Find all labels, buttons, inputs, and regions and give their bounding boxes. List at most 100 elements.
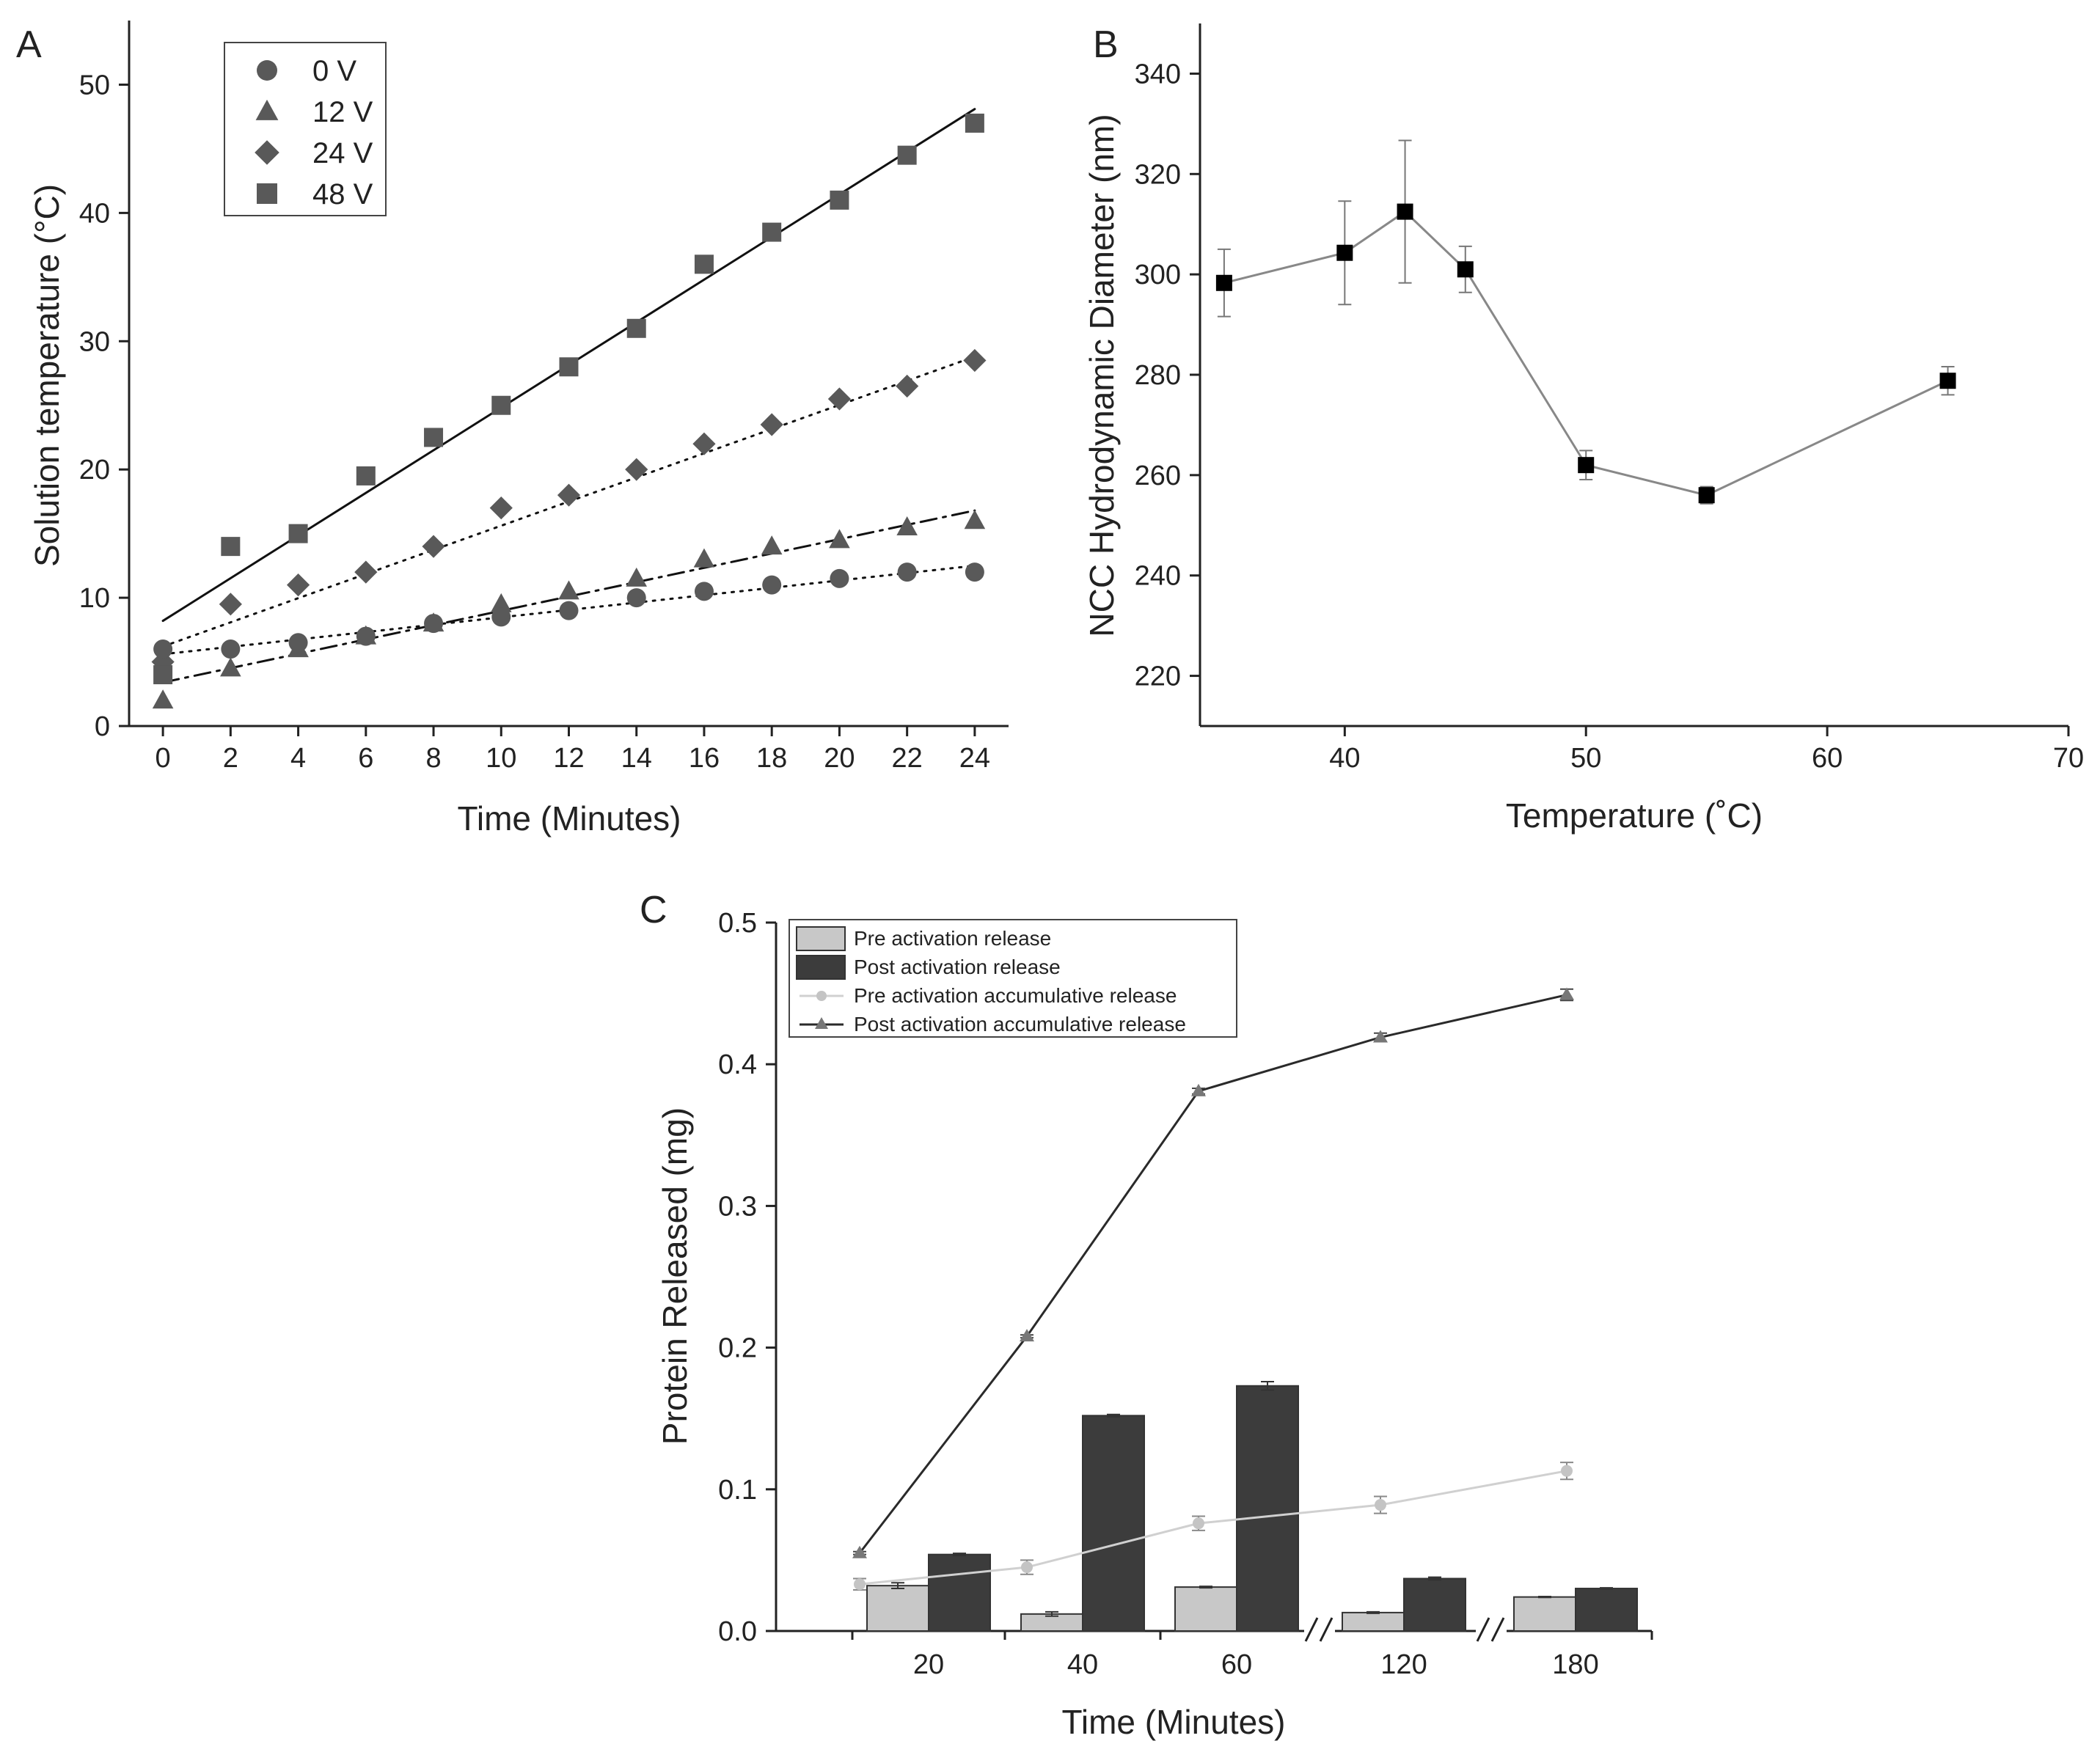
x-tick-label: 0 bbox=[156, 743, 171, 774]
data-point bbox=[1191, 1083, 1206, 1096]
x-tick-label: 40 bbox=[1067, 1649, 1098, 1680]
data-point bbox=[559, 357, 579, 377]
data-point bbox=[490, 593, 512, 612]
data-point bbox=[694, 254, 714, 274]
x-tick-label: 12 bbox=[553, 743, 584, 774]
legend-marker bbox=[815, 1017, 828, 1029]
data-point bbox=[963, 348, 987, 373]
data-point bbox=[1336, 244, 1353, 261]
data-point bbox=[852, 1545, 867, 1558]
panel-a-legend-box bbox=[224, 42, 387, 216]
data-point bbox=[625, 458, 648, 481]
data-point bbox=[964, 510, 986, 529]
y-tick-label: 0.2 bbox=[718, 1333, 757, 1364]
data-point bbox=[221, 537, 241, 557]
data-point bbox=[1457, 261, 1474, 278]
data-point bbox=[762, 575, 782, 595]
panel-c-x-label: Time (Minutes) bbox=[1062, 1703, 1286, 1741]
data-point bbox=[854, 1578, 866, 1591]
bar bbox=[1082, 1415, 1145, 1632]
y-tick-label: 50 bbox=[79, 70, 110, 100]
data-point bbox=[896, 374, 919, 398]
data-point bbox=[491, 395, 511, 415]
x-tick-label: 40 bbox=[1329, 743, 1360, 774]
panel-a-letter: A bbox=[16, 23, 42, 66]
panel-b-x-label: Temperature (˚C) bbox=[1506, 796, 1763, 835]
data-point bbox=[897, 145, 917, 165]
data-point bbox=[288, 633, 308, 653]
legend-label: 48 V bbox=[312, 178, 373, 210]
x-tick-label: 2 bbox=[223, 743, 238, 774]
data-point bbox=[356, 466, 376, 485]
data-point bbox=[489, 496, 513, 520]
data-point bbox=[827, 387, 852, 411]
data-point bbox=[965, 562, 984, 582]
panel-c-legend: Pre activation release Post activation re… bbox=[789, 919, 1237, 1038]
axis-break-mark bbox=[1319, 1617, 1333, 1642]
x-tick-label: 16 bbox=[689, 743, 720, 774]
x-tick-label: 8 bbox=[425, 743, 441, 774]
y-tick-label: 0.1 bbox=[718, 1475, 757, 1506]
data-point bbox=[694, 582, 714, 601]
y-tick-label: 340 bbox=[1135, 59, 1181, 89]
data-point bbox=[1578, 457, 1595, 474]
x-tick-label: 10 bbox=[486, 743, 516, 774]
panel-b: B 40 50 60 70 220 240 260 280 300 320 340 Temperat… bbox=[1083, 23, 2084, 835]
y-tick-label: 0.5 bbox=[718, 908, 757, 939]
y-tick-label: 0.4 bbox=[718, 1049, 757, 1080]
x-tick-label: 60 bbox=[1221, 1649, 1252, 1680]
data-point bbox=[1397, 203, 1413, 220]
data-point bbox=[1215, 274, 1232, 291]
x-tick-label: 50 bbox=[1570, 743, 1601, 774]
axis-break-mark bbox=[1490, 1617, 1505, 1642]
data-point bbox=[286, 573, 310, 597]
x-tick-label: 20 bbox=[913, 1649, 944, 1680]
x-tick-label: 120 bbox=[1380, 1649, 1427, 1680]
y-tick-label: 320 bbox=[1135, 159, 1181, 190]
y-tick-label: 280 bbox=[1135, 360, 1181, 391]
data-point bbox=[830, 568, 849, 588]
axis-break-mark bbox=[1304, 1617, 1319, 1642]
y-tick-label: 30 bbox=[79, 326, 110, 357]
data-point bbox=[965, 113, 984, 133]
bar bbox=[1575, 1588, 1638, 1632]
panel-a-legend: 0 V 12 V 24 V 48 V bbox=[224, 42, 387, 216]
panel-b-letter: B bbox=[1093, 23, 1119, 66]
panel-c-letter: C bbox=[640, 889, 667, 931]
data-point bbox=[559, 601, 579, 620]
data-point bbox=[760, 413, 783, 436]
y-tick-label: 40 bbox=[79, 198, 110, 229]
y-tick-label: 240 bbox=[1135, 561, 1181, 592]
data-point bbox=[220, 657, 241, 677]
legend-marker bbox=[257, 60, 277, 81]
series-line bbox=[858, 994, 1567, 1554]
panel-c-y-label: Protein Released (mg) bbox=[656, 1107, 694, 1445]
x-tick-label: 4 bbox=[290, 743, 306, 774]
bar bbox=[1174, 1586, 1237, 1632]
x-tick-label: 20 bbox=[824, 743, 855, 774]
y-tick-label: 20 bbox=[79, 455, 110, 485]
y-tick-label: 0 bbox=[95, 711, 110, 742]
data-point bbox=[288, 524, 308, 543]
legend-label: 0 V bbox=[312, 55, 356, 87]
legend-label: Pre activation accumulative release bbox=[854, 984, 1177, 1007]
data-point bbox=[1373, 1030, 1388, 1043]
data-point bbox=[1939, 373, 1956, 389]
data-point bbox=[424, 614, 444, 634]
data-point bbox=[557, 483, 581, 507]
data-point bbox=[1021, 1561, 1033, 1574]
legend-swatch bbox=[796, 955, 846, 980]
x-tick-label: 60 bbox=[1812, 743, 1843, 774]
data-point bbox=[356, 626, 376, 646]
data-point bbox=[830, 190, 849, 210]
data-point bbox=[626, 567, 648, 587]
data-point bbox=[153, 665, 173, 685]
panel-b-y-label: NCC Hydrodynamic Diameter (nm) bbox=[1083, 114, 1121, 637]
data-point bbox=[897, 562, 917, 582]
x-tick-label: 18 bbox=[756, 743, 787, 774]
legend-marker bbox=[816, 991, 827, 1001]
panel-a-y-label: Solution temperature (°C) bbox=[28, 184, 66, 567]
data-point bbox=[422, 535, 445, 558]
